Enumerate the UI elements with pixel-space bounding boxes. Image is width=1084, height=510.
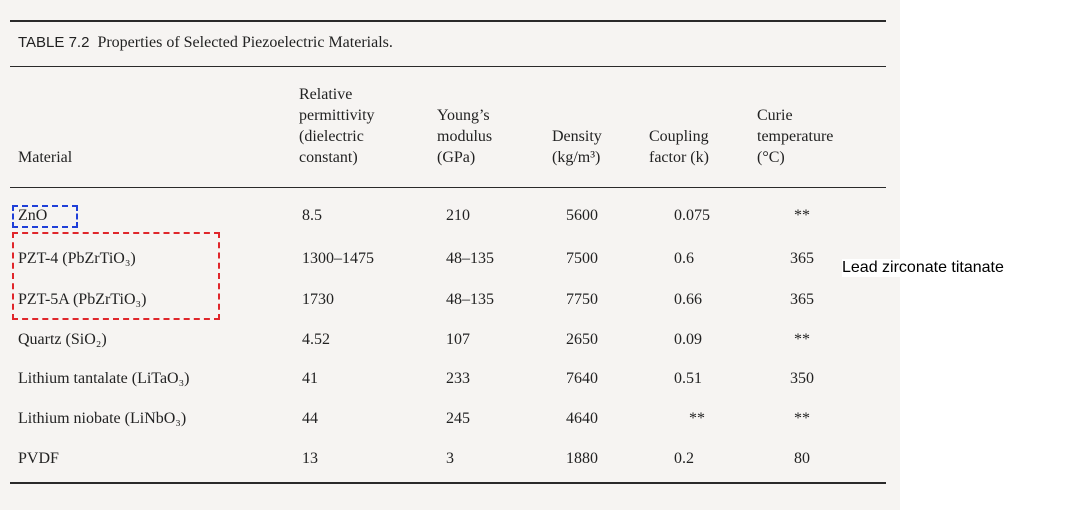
header-bottom-rule <box>10 187 886 188</box>
header-line: Material <box>18 149 73 166</box>
cell-density: 7500 <box>566 250 598 267</box>
cell-material: PZT-5A (PbZrTiO₃) <box>18 291 147 308</box>
table-number: TABLE 7.2 <box>18 34 90 51</box>
table-bottom-rule <box>10 482 886 484</box>
pzt-annotation: Lead zirconate titanate <box>842 259 1004 277</box>
top-rule <box>10 20 886 22</box>
pzt-highlight-box <box>12 232 220 320</box>
cell-permittivity: 13 <box>302 450 318 467</box>
cell-material: PZT-4 (PbZrTiO₃) <box>18 250 136 267</box>
cell-youngs: 3 <box>446 450 454 467</box>
header-line: temperature <box>757 128 834 145</box>
cell-material: PVDF <box>18 450 59 467</box>
zno-highlight-box <box>12 205 78 228</box>
cell-material: Lithium tantalate (LiTaO₃) <box>18 370 190 387</box>
header-line: Relative <box>299 86 353 103</box>
cell-youngs: 233 <box>446 370 470 387</box>
table-caption: TABLE 7.2 Properties of Selected Piezoele… <box>18 34 393 52</box>
cell-youngs: 245 <box>446 410 470 427</box>
cell-permittivity: 8.5 <box>302 207 322 224</box>
cell-curie: ** <box>794 331 810 348</box>
header-curie-temperature: Curie temperature (°C) <box>757 105 833 168</box>
cell-curie: 350 <box>790 370 814 387</box>
header-line: (GPa) <box>437 149 476 166</box>
cell-youngs: 48–135 <box>446 291 494 308</box>
cell-curie: 365 <box>790 291 814 308</box>
cell-coupling: 0.075 <box>674 207 710 224</box>
cell-coupling: 0.51 <box>674 370 702 387</box>
header-coupling-factor: Coupling factor (k) <box>649 126 709 168</box>
header-material: Material <box>18 147 72 168</box>
cell-coupling: ** <box>689 410 705 427</box>
header-youngs-modulus: Young’s modulus (GPa) <box>437 105 492 168</box>
header-line: Density <box>552 128 602 145</box>
cell-material: Quartz (SiO₂) <box>18 331 107 348</box>
cell-density: 5600 <box>566 207 598 224</box>
cell-coupling: 0.2 <box>674 450 694 467</box>
cell-density: 4640 <box>566 410 598 427</box>
cell-curie: ** <box>794 207 810 224</box>
header-line: permittivity <box>299 107 375 124</box>
cell-density: 7750 <box>566 291 598 308</box>
cell-permittivity: 1730 <box>302 291 334 308</box>
header-permittivity: Relative permittivity (dielectric consta… <box>299 84 375 168</box>
cell-coupling: 0.09 <box>674 331 702 348</box>
cell-coupling: 0.66 <box>674 291 702 308</box>
cell-material: ZnO <box>18 207 48 224</box>
cell-curie: 80 <box>794 450 810 467</box>
cell-coupling: 0.6 <box>674 250 694 267</box>
cell-youngs: 210 <box>446 207 470 224</box>
header-line: factor (k) <box>649 149 709 166</box>
cell-density: 7640 <box>566 370 598 387</box>
cell-youngs: 48–135 <box>446 250 494 267</box>
cell-youngs: 107 <box>446 331 470 348</box>
cell-permittivity: 41 <box>302 370 318 387</box>
cell-density: 2650 <box>566 331 598 348</box>
header-line: Curie <box>757 107 793 124</box>
table-title: Properties of Selected Piezoelectric Mat… <box>97 34 393 51</box>
header-line: (kg/m³) <box>552 149 601 166</box>
header-line: Young’s <box>437 107 490 124</box>
header-density: Density (kg/m³) <box>552 126 602 168</box>
cell-permittivity: 1300–1475 <box>302 250 374 267</box>
header-line: modulus <box>437 128 493 145</box>
header-line: (°C) <box>757 149 785 166</box>
cell-permittivity: 44 <box>302 410 318 427</box>
scanned-page: TABLE 7.2 Properties of Selected Piezoele… <box>0 0 900 510</box>
header-line: constant) <box>299 149 358 166</box>
cell-material: Lithium niobate (LiNbO₃) <box>18 410 187 427</box>
header-line: (dielectric <box>299 128 364 145</box>
cell-permittivity: 4.52 <box>302 331 330 348</box>
header-top-rule <box>10 66 886 67</box>
cell-density: 1880 <box>566 450 598 467</box>
cell-curie: ** <box>794 410 810 427</box>
header-line: Coupling <box>649 128 709 145</box>
cell-curie: 365 <box>790 250 814 267</box>
